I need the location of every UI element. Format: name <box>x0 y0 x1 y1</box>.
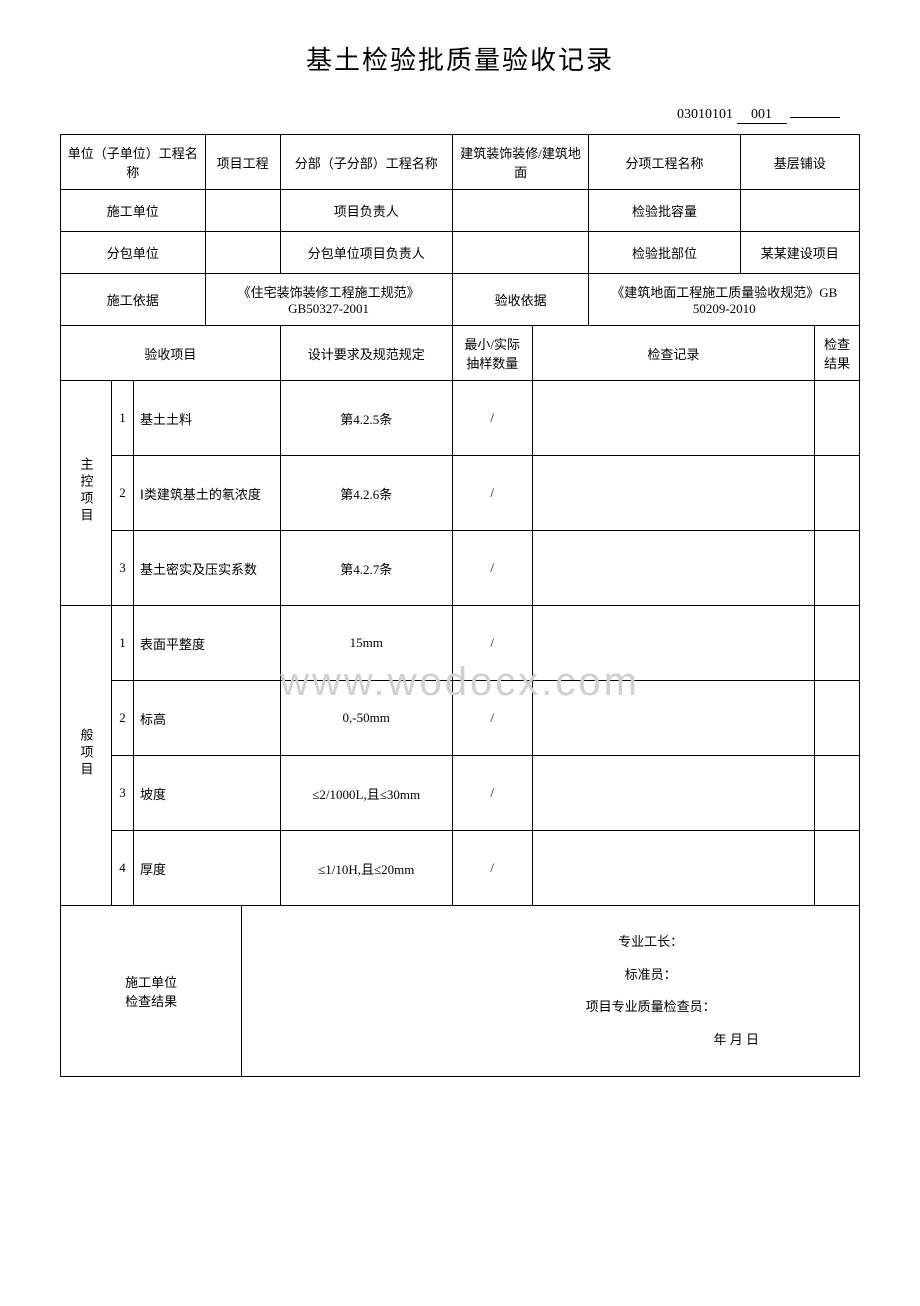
construction-unit-label: 施工单位 <box>61 190 206 232</box>
mc-record-1 <box>532 381 814 456</box>
mc-name-2: Ⅰ类建筑基土的氡浓度 <box>134 456 281 531</box>
gen-result-1 <box>815 606 860 681</box>
doc-number-prefix: 03010101 <box>677 107 733 123</box>
mc-num-2: 2 <box>112 456 134 531</box>
general-row-3: 3 坡度 ≤2/1000L,且≤30mm / <box>61 756 860 831</box>
gen-sample-2: / <box>452 681 532 756</box>
gen-name-2: 标高 <box>134 681 281 756</box>
gen-num-1: 1 <box>112 606 134 681</box>
general-row-2: 2 标高 0,-50mm / <box>61 681 860 756</box>
gen-name-3: 坡度 <box>134 756 281 831</box>
mc-result-1 <box>815 381 860 456</box>
construction-basis-label: 施工依据 <box>61 274 206 326</box>
batch-location-value: 某某建设项目 <box>740 232 859 274</box>
header-row-3: 分包单位 分包单位项目负责人 检验批部位 某某建设项目 <box>61 232 860 274</box>
main-table: 单位（子单位）工程名称 项目工程 分部（子分部）工程名称 建筑装饰装修/建筑地面… <box>60 134 860 1077</box>
sample-header: 最小/实际抽样数量 <box>452 326 532 381</box>
gen-num-3: 3 <box>112 756 134 831</box>
spec-header: 设计要求及规范规定 <box>280 326 452 381</box>
sig-inspector: 项目专业质量检查员： <box>282 991 819 1024</box>
section-header: 验收项目 设计要求及规范规定 最小/实际抽样数量 检查记录 检查结果 <box>61 326 860 381</box>
gen-name-4: 厚度 <box>134 831 281 906</box>
main-control-row-2: 2 Ⅰ类建筑基土的氡浓度 第4.2.6条 / <box>61 456 860 531</box>
mc-spec-1: 第4.2.5条 <box>280 381 452 456</box>
mc-sample-1: / <box>452 381 532 456</box>
gen-num-4: 4 <box>112 831 134 906</box>
subdiv-project-value: 建筑装饰装修/建筑地面 <box>452 135 589 190</box>
subcontractor-manager-label: 分包单位项目负责人 <box>280 232 452 274</box>
gen-result-2 <box>815 681 860 756</box>
batch-capacity-label: 检验批容量 <box>589 190 740 232</box>
mc-spec-2: 第4.2.6条 <box>280 456 452 531</box>
header-row-1: 单位（子单位）工程名称 项目工程 分部（子分部）工程名称 建筑装饰装修/建筑地面… <box>61 135 860 190</box>
general-label: 般项目 <box>61 606 112 906</box>
result-header: 检查结果 <box>815 326 860 381</box>
construction-basis-value: 《住宅装饰装修工程施工规范》GB50327-2001 <box>205 274 452 326</box>
mc-name-1: 基土土料 <box>134 381 281 456</box>
mc-result-3 <box>815 531 860 606</box>
acceptance-item-header: 验收项目 <box>61 326 281 381</box>
gen-spec-2: 0,-50mm <box>280 681 452 756</box>
subitem-value: 基层铺设 <box>740 135 859 190</box>
mc-record-2 <box>532 456 814 531</box>
sig-date: 年 月 日 <box>282 1024 819 1057</box>
batch-location-label: 检验批部位 <box>589 232 740 274</box>
main-control-row-3: 3 基土密实及压实系数 第4.2.7条 / <box>61 531 860 606</box>
main-control-row-1: 主控项目 1 基土土料 第4.2.5条 / <box>61 381 860 456</box>
result-signatures: 专业工长： 标准员： 项目专业质量检查员： 年 月 日 <box>242 906 860 1077</box>
acceptance-basis-label: 验收依据 <box>452 274 589 326</box>
gen-record-4 <box>532 831 814 906</box>
page-title: 基土检验批质量验收记录 <box>60 40 860 77</box>
sig-standard: 标准员： <box>282 959 819 992</box>
mc-num-1: 1 <box>112 381 134 456</box>
mc-result-2 <box>815 456 860 531</box>
gen-record-2 <box>532 681 814 756</box>
gen-result-3 <box>815 756 860 831</box>
mc-sample-3: / <box>452 531 532 606</box>
doc-number: 03010101 001 <box>60 107 860 124</box>
batch-capacity-value <box>740 190 859 232</box>
mc-num-3: 3 <box>112 531 134 606</box>
unit-project-label: 单位（子单位）工程名称 <box>61 135 206 190</box>
doc-number-suffix: 001 <box>737 107 787 124</box>
header-row-2: 施工单位 项目负责人 检验批容量 <box>61 190 860 232</box>
record-header: 检查记录 <box>532 326 814 381</box>
mc-name-3: 基土密实及压实系数 <box>134 531 281 606</box>
gen-spec-1: 15mm <box>280 606 452 681</box>
gen-spec-4: ≤1/10H,且≤20mm <box>280 831 452 906</box>
gen-spec-3: ≤2/1000L,且≤30mm <box>280 756 452 831</box>
gen-record-1 <box>532 606 814 681</box>
mc-record-3 <box>532 531 814 606</box>
construction-unit-value <box>205 190 280 232</box>
acceptance-basis-value: 《建筑地面工程施工质量验收规范》GB 50209-2010 <box>589 274 860 326</box>
general-row-4: 4 厚度 ≤1/10H,且≤20mm / <box>61 831 860 906</box>
gen-result-4 <box>815 831 860 906</box>
gen-num-2: 2 <box>112 681 134 756</box>
header-row-4: 施工依据 《住宅装饰装修工程施工规范》GB50327-2001 验收依据 《建筑… <box>61 274 860 326</box>
mc-spec-3: 第4.2.7条 <box>280 531 452 606</box>
gen-sample-4: / <box>452 831 532 906</box>
subcontractor-manager-value <box>452 232 589 274</box>
subdiv-project-label: 分部（子分部）工程名称 <box>280 135 452 190</box>
gen-name-1: 表面平整度 <box>134 606 281 681</box>
project-manager-value <box>452 190 589 232</box>
doc-number-blank <box>790 117 840 118</box>
unit-project-value: 项目工程 <box>205 135 280 190</box>
mc-sample-2: / <box>452 456 532 531</box>
general-row-1: 般项目 1 表面平整度 15mm / <box>61 606 860 681</box>
project-manager-label: 项目负责人 <box>280 190 452 232</box>
main-control-label: 主控项目 <box>61 381 112 606</box>
subcontractor-value <box>205 232 280 274</box>
gen-sample-1: / <box>452 606 532 681</box>
result-left-label: 施工单位 检查结果 <box>61 906 242 1077</box>
subitem-label: 分项工程名称 <box>589 135 740 190</box>
sig-foreman: 专业工长： <box>282 926 819 959</box>
gen-sample-3: / <box>452 756 532 831</box>
result-row: 施工单位 检查结果 专业工长： 标准员： 项目专业质量检查员： 年 月 日 <box>61 906 860 1077</box>
subcontractor-label: 分包单位 <box>61 232 206 274</box>
gen-record-3 <box>532 756 814 831</box>
